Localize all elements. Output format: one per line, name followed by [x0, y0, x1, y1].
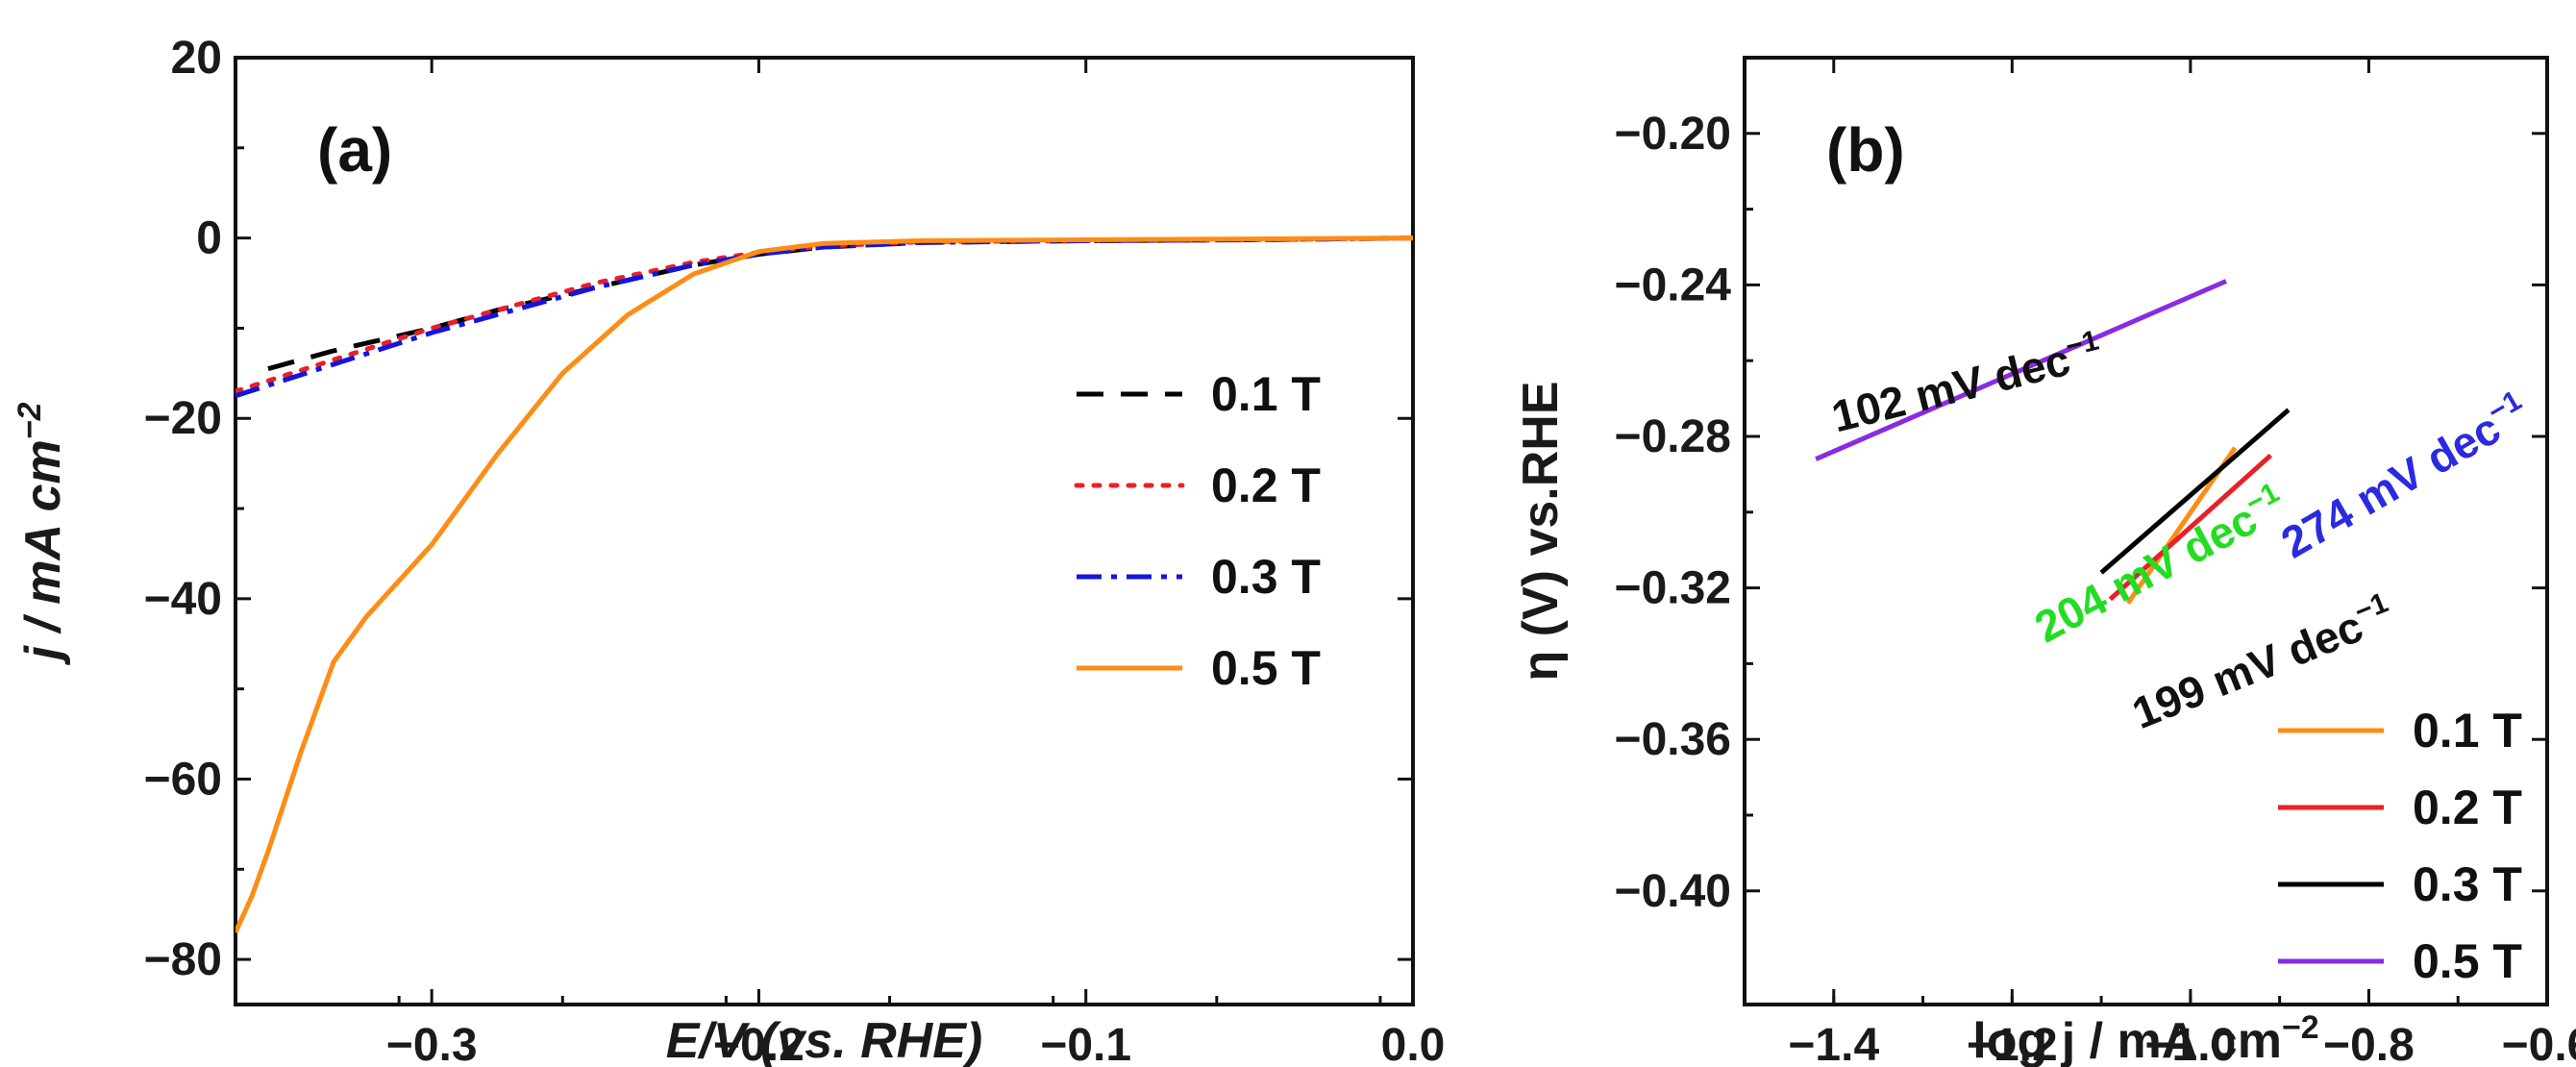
- chart-b-series-0-2-t: [2108, 453, 2273, 602]
- chart-a-legend-label: 0.5 T: [1211, 641, 1321, 695]
- chart-b-y-tick-label: −0.36: [1615, 714, 1731, 765]
- chart-a-x-tick-label: −0.3: [386, 1020, 478, 1067]
- chart-b-y-tick-label: −0.40: [1615, 866, 1731, 917]
- chart-a-y-tick-label: −20: [144, 393, 222, 444]
- chart-a-panel-label: (a): [317, 115, 392, 185]
- chart-b-y-tick-label: −0.32: [1615, 563, 1731, 614]
- chart-b-x-tick-label: −1.0: [2145, 1020, 2237, 1067]
- chart-b-frame: [1743, 56, 2549, 1006]
- chart-b-x-tick-label: −1.4: [1788, 1020, 1879, 1067]
- chart-b-legend-label: 0.2 T: [2413, 781, 2522, 834]
- svg-text:j / mA cm−2: j / mA cm−2: [12, 402, 71, 665]
- chart-a-legend-label: 0.3 T: [1211, 550, 1321, 604]
- chart-b-x-tick-label: −1.2: [1967, 1020, 2058, 1067]
- chart-a-series-0-1-t: [267, 236, 1413, 372]
- chart-b-x-axis-label-sup: −2: [2282, 1009, 2319, 1046]
- chart-a-series-0-5-t: [235, 236, 1413, 934]
- chart-b-x-tick-label: −0.8: [2323, 1020, 2415, 1067]
- chart-b-y-tick-label: −0.24: [1615, 260, 1732, 310]
- chart-b-annotation: 102 mV dec−1: [1826, 325, 2107, 442]
- chart-a-plot-area: [377, 58, 2222, 1019]
- chart-a-x-axis-label: E/V (vs. RHE): [666, 1013, 982, 1067]
- chart-b: (b) −1.4 −1.2 −1.0 −0.8 −0.6 −0.20 −0.24 −0.28 −…: [1513, 56, 2576, 1067]
- chart-b-annotation: 274 mV dec−1: [2272, 385, 2538, 567]
- chart-a-frame: [234, 56, 1415, 1006]
- svg-text:log j / mA cm−2: log j / mA cm−2: [1972, 1009, 2318, 1067]
- chart-b-legend-label: 0.1 T: [2413, 704, 2522, 757]
- chart-b-panel-label: (b): [1826, 115, 1905, 185]
- chart-a-x-tick-label: −0.1: [1040, 1020, 1131, 1067]
- chart-a-legend-label: 0.1 T: [1211, 367, 1321, 421]
- chart-a-y-tick-label: −40: [144, 574, 222, 625]
- chart-b-legend-label: 0.3 T: [2413, 857, 2522, 911]
- chart-b-series-0-3-t: [2099, 408, 2291, 575]
- chart-a-y-axis-label-main: j / mA cm: [15, 439, 71, 665]
- chart-b-y-tick-label: −0.28: [1615, 411, 1731, 462]
- chart-b-x-tick-label: −0.6: [2502, 1020, 2576, 1067]
- chart-a-y-axis-label: j / mA cm−2: [12, 402, 71, 665]
- chart-a-x-tick-label: −0.2: [713, 1020, 805, 1067]
- chart-a-y-tick-label: 0: [196, 213, 222, 264]
- chart-b-y-tick-label: −0.20: [1615, 109, 1731, 160]
- chart-b-x-axis-label-main: log j / mA cm: [1972, 1013, 2282, 1067]
- chart-a-y-tick-label: 20: [171, 33, 222, 84]
- chart-b-annotation: 199 mV dec−1: [2124, 586, 2400, 738]
- chart-b-series-0-5-t: [1815, 279, 2227, 461]
- chart-a-y-axis-label-sup: −2: [12, 402, 48, 439]
- chart-a-legend-label: 0.2 T: [1211, 459, 1321, 512]
- chart-a-x-tick-label: 0.0: [1381, 1020, 1446, 1067]
- chart-b-x-axis-label: log j / mA cm−2: [1972, 1009, 2318, 1067]
- chart-b-annotation: 204 mV dec−1: [2025, 477, 2293, 653]
- chart-b-legend-label: 0.5 T: [2413, 934, 2522, 988]
- chart-a-y-tick-label: −60: [144, 754, 222, 805]
- chart-a: (a) −0.3 −0.2 −0.1 0.0 20 0 −20 −40 −60 −80 0.1 T…: [12, 33, 2222, 1067]
- chart-a-series-0-3-t: [235, 236, 1413, 399]
- chart-a-y-tick-label: −80: [144, 934, 222, 985]
- chart-b-y-axis-label: η (V) vs.RHE: [1513, 381, 1569, 681]
